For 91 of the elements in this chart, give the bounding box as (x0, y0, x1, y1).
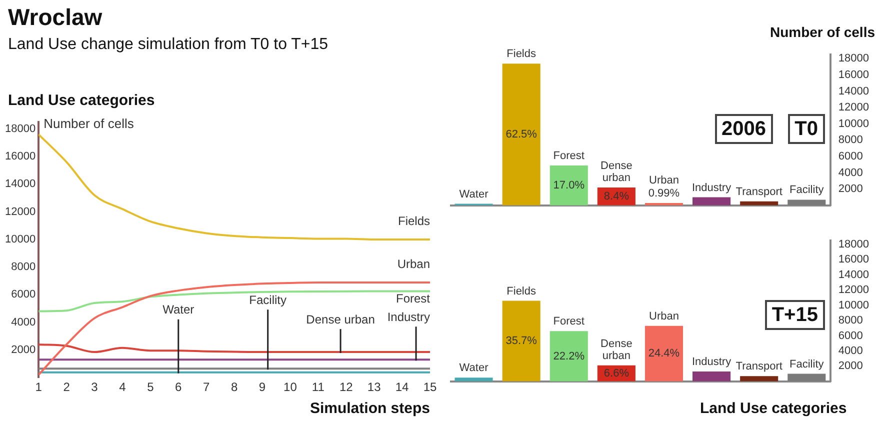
bar (502, 300, 540, 382)
annotation: T+15 (764, 300, 825, 330)
y-tick-label: 14000 (838, 85, 870, 98)
annotation: T0 (788, 114, 825, 144)
y-tick-label: 14000 (838, 268, 870, 281)
y-tick-label: 18000 (4, 122, 36, 135)
text: Land Use categories (8, 92, 155, 109)
y-axis-title: Number of cells (770, 24, 875, 40)
x-tick-label: Transport (736, 186, 782, 198)
y-tick-label: 8000 (838, 134, 863, 146)
x-tick-label: Urban (648, 174, 679, 186)
chart-subtitle: Land Use change simulation from T0 to T+15 (8, 36, 328, 54)
x-tick-label: 7 (202, 380, 210, 394)
y-tick-label: 4000 (11, 316, 36, 328)
bar (740, 376, 778, 382)
annotation: 35.7% (506, 335, 538, 348)
bar (550, 331, 588, 382)
annotation: 8.4% (604, 190, 630, 202)
annotation: 17.0% (553, 179, 585, 192)
y-tick-label: 2000 (11, 344, 36, 356)
bar (788, 374, 826, 382)
x-tick-label: 12 (339, 380, 354, 394)
x-axis-title: Land Use categories (700, 400, 847, 417)
x-tick-label: 10 (284, 380, 298, 394)
x-tick-label: Dense urban (600, 338, 632, 362)
bar (502, 64, 540, 206)
x-axis-title: Simulation steps (310, 400, 430, 418)
x-tick-label: 8 (230, 380, 238, 394)
annotation: 22.2% (553, 350, 585, 362)
x-tick-label: 5 (147, 380, 154, 394)
x-tick-label: Transport (736, 360, 782, 373)
x-tick-label: 3 (91, 380, 98, 394)
y-tick-label: 4000 (838, 344, 863, 357)
x-tick-label: 6 (175, 380, 182, 394)
line-series (38, 282, 430, 376)
y-tick-label: 16000 (838, 69, 870, 82)
y-tick-label: 2000 (838, 360, 863, 372)
x-tick-label: 9 (258, 380, 266, 394)
x-tick-label: 4 (119, 380, 126, 394)
x-tick-label: Dense urban (600, 160, 632, 184)
x-tick-label: 15 (423, 380, 437, 394)
y-tick-label: 10000 (838, 299, 870, 312)
series-label: Fields (398, 214, 430, 228)
line-series (38, 290, 430, 312)
annotation: 62.5% (506, 128, 538, 141)
y-axis-title: Number of cells (44, 116, 134, 132)
annotation: 6.6% (604, 367, 630, 380)
y-tick-label: 4000 (838, 166, 863, 179)
annotation: 2006 (714, 114, 773, 144)
chart-title: Wroclaw (8, 4, 102, 31)
x-tick-label: Facility (790, 358, 824, 370)
y-tick-label: 8000 (11, 261, 36, 274)
annotation: 0.99% (648, 187, 680, 200)
x-tick-label: 11 (312, 380, 325, 394)
y-tick-label: 12000 (838, 102, 870, 114)
y-tick-label: 16000 (838, 254, 870, 266)
x-tick-label: 14 (395, 380, 410, 394)
bar (644, 326, 683, 382)
y-tick-label: 18000 (838, 238, 870, 250)
y-tick-label: 2000 (838, 183, 863, 196)
x-tick-label: 1 (35, 380, 42, 394)
x-tick-label: 13 (367, 380, 382, 394)
y-tick-label: 6000 (11, 288, 36, 301)
bar (550, 165, 588, 206)
y-tick-label: 10000 (4, 233, 36, 246)
x-tick-label: Water (459, 188, 489, 200)
bar (454, 378, 493, 382)
y-tick-label: 12000 (838, 284, 870, 296)
y-tick-label: 14000 (4, 178, 36, 190)
y-tick-label: 12000 (4, 206, 36, 218)
y-tick-label: 16000 (4, 150, 36, 163)
text: Water (162, 302, 194, 317)
annotation: 24.4% (648, 348, 680, 360)
y-tick-label: 8000 (838, 314, 863, 327)
y-tick-label: 6000 (838, 330, 863, 342)
x-tick-label: Water (459, 362, 489, 374)
y-tick-label: 10000 (838, 118, 870, 130)
y-tick-label: 6000 (838, 150, 863, 163)
x-tick-label: 2 (63, 380, 70, 394)
bar (788, 200, 826, 206)
line-series (38, 343, 430, 354)
series-label: Urban (397, 256, 430, 271)
text: Facility (249, 292, 287, 307)
bar (692, 197, 731, 206)
y-tick-label: 18000 (838, 52, 870, 65)
series-label: Forest (396, 292, 431, 306)
bar (692, 372, 731, 382)
x-tick-label: Facility (790, 184, 824, 196)
x-tick-label: Industry (692, 182, 732, 194)
x-tick-label: Industry (692, 356, 732, 368)
line-series (38, 133, 430, 240)
